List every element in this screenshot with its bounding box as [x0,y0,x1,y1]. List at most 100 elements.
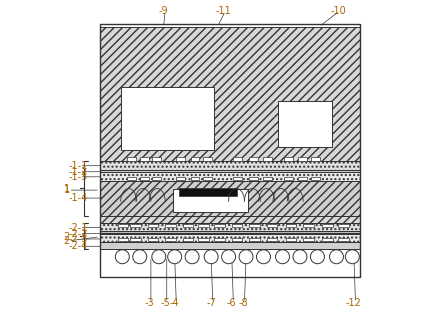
Text: -2-1: -2-1 [68,223,87,233]
Bar [100,27,359,223]
Bar [100,161,359,170]
Bar [139,177,148,180]
Text: -11: -11 [215,6,231,16]
Circle shape [239,250,253,264]
Bar [176,177,185,180]
Circle shape [293,250,306,264]
Bar [249,224,259,227]
Text: -4: -4 [169,298,179,308]
Circle shape [275,250,289,264]
Bar [100,242,359,249]
Bar [127,177,136,180]
Text: -3: -3 [144,298,154,308]
Bar [190,157,199,161]
Text: -1-4: -1-4 [68,193,87,203]
Text: 1: 1 [64,184,70,194]
Bar [231,238,242,241]
Bar [337,238,348,241]
Circle shape [256,250,270,264]
Text: -2-4: -2-4 [68,241,87,251]
Bar [203,177,212,180]
Bar [165,238,175,241]
Bar [322,238,332,241]
Bar [121,87,214,150]
Bar [152,157,161,161]
Text: -9: -9 [158,6,168,16]
Bar [214,238,224,241]
Bar [198,224,208,227]
Bar [310,177,319,180]
Text: -6: -6 [227,298,236,308]
Bar [233,177,242,180]
Bar [100,181,359,215]
Circle shape [185,250,199,264]
Text: -1-1: -1-1 [68,161,87,171]
Bar [100,234,359,242]
Bar [130,224,141,227]
Circle shape [345,250,358,264]
Text: -1-2: -1-2 [68,167,87,177]
Bar [190,177,199,180]
Bar [298,177,306,180]
Bar [203,157,212,161]
Bar [182,238,193,241]
Bar [117,224,128,227]
Bar [266,224,276,227]
Bar [310,157,319,161]
Bar [148,238,158,241]
Bar [283,157,293,161]
Text: -10: -10 [329,6,345,16]
Bar [214,224,224,227]
Bar [176,157,185,161]
Text: -7: -7 [206,298,216,308]
Circle shape [310,250,324,264]
Bar [285,224,296,227]
Bar [100,170,359,172]
Text: 2: 2 [63,236,70,246]
Bar [130,238,141,241]
Bar [283,177,293,180]
Text: -2-3: -2-3 [68,234,87,244]
Bar [100,172,359,180]
Circle shape [168,250,181,264]
Bar [127,157,136,161]
Text: -8: -8 [237,298,247,308]
Bar [249,177,257,180]
Bar [277,101,331,147]
Bar [179,188,236,196]
Text: -5: -5 [160,298,170,308]
Bar [298,157,306,161]
Bar [198,238,208,241]
Bar [263,177,272,180]
Bar [302,238,313,241]
Bar [100,231,359,233]
Text: -2-2: -2-2 [68,228,88,239]
Bar [173,188,247,212]
Bar [100,24,359,277]
Bar [139,157,148,161]
Circle shape [115,250,129,264]
Text: -12: -12 [345,298,361,308]
Circle shape [204,250,217,264]
Text: 2: 2 [63,232,70,242]
Bar [182,224,193,227]
Bar [231,224,242,227]
Bar [152,177,161,180]
Bar [302,224,313,227]
Bar [233,157,242,161]
Circle shape [221,250,235,264]
Circle shape [329,250,343,264]
Bar [263,157,272,161]
Bar [285,238,296,241]
Bar [249,238,259,241]
Bar [165,224,175,227]
Bar [148,224,158,227]
Bar [117,238,128,241]
Circle shape [132,250,146,264]
Bar [266,238,276,241]
Bar [322,224,332,227]
Circle shape [151,250,165,264]
Text: -1-3: -1-3 [68,172,87,182]
Bar [100,223,359,231]
Text: 1: 1 [64,185,70,195]
